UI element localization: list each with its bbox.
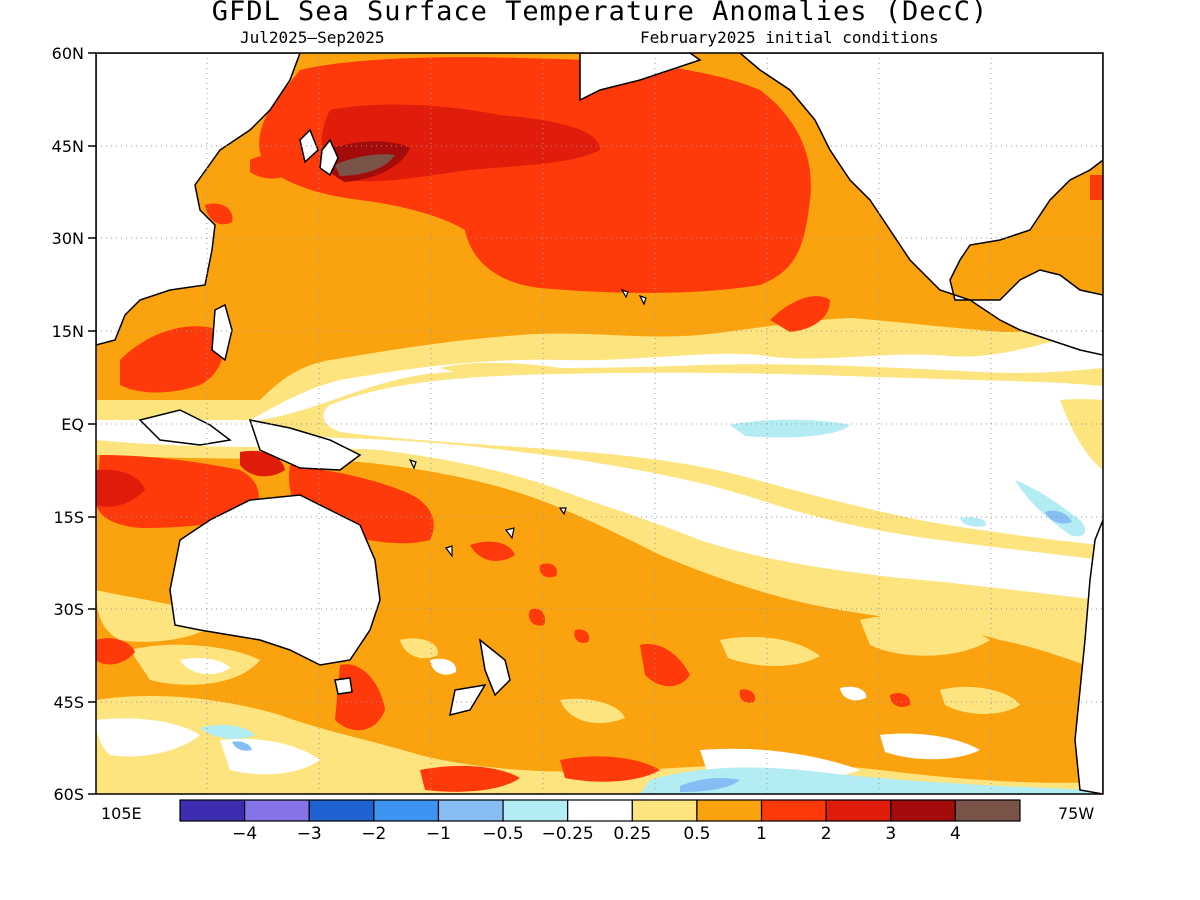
init-conditions-label: February2025 initial conditions [640, 28, 939, 47]
colorbar-label: 3 [885, 824, 897, 844]
colorbar-swatch-8 [696, 799, 763, 822]
colorbar-label: −4 [232, 824, 258, 844]
colorbar-swatch-2 [308, 799, 375, 822]
colorbar-label: −3 [296, 824, 322, 844]
colorbar-label: 2 [820, 824, 832, 844]
colorbar-swatch-6 [567, 799, 633, 822]
colorbar-label: −2 [361, 824, 387, 844]
lat-label-eq: EQ [61, 415, 84, 434]
colorbar-swatch-7 [631, 799, 698, 822]
lat-label-30s: 30S [53, 600, 84, 619]
equatorial-tongue [260, 362, 1103, 560]
colorbar-swatch-4 [437, 799, 504, 822]
colorbar-label: −0.25 [541, 824, 594, 844]
lat-label-30n: 30N [51, 229, 84, 248]
anomaly-3-layer [324, 141, 410, 182]
land [96, 53, 1103, 794]
lat-label-15n: 15N [51, 322, 84, 341]
colorbar-swatch-0 [179, 799, 246, 822]
anomaly-neg-layer [200, 419, 1103, 794]
colorbar-swatch-9 [760, 799, 827, 822]
colorbar-swatch-10 [825, 799, 892, 822]
lat-label-60s: 60S [53, 785, 84, 804]
lat-label-45s: 45S [53, 693, 84, 712]
lon-label-right: 75W [1058, 804, 1095, 823]
season-label: Jul2025–Sep2025 [240, 28, 385, 47]
chart-title: GFDL Sea Surface Temperature Anomalies (… [211, 0, 989, 27]
colorbar-label: −1 [425, 824, 451, 844]
colorbar-label: 4 [949, 824, 961, 844]
colorbar-label: 1 [756, 824, 767, 844]
grid [96, 53, 1103, 794]
lat-label-60n: 60N [51, 44, 84, 63]
colorbar-swatch-11 [890, 799, 956, 822]
lat-label-45n: 45N [51, 137, 84, 156]
colorbar-label: 0.5 [683, 824, 711, 844]
colorbar-label: −0.5 [482, 824, 524, 844]
colorbar-label: 0.25 [613, 824, 652, 844]
colorbar-swatch-5 [502, 799, 569, 822]
lon-label-left: 105E [101, 804, 142, 823]
lat-label-15s: 15S [53, 508, 84, 527]
colorbar-swatch-12 [954, 799, 1021, 822]
colorbar-swatch-3 [373, 799, 440, 822]
colorbar-swatch-1 [244, 799, 310, 822]
lat-ticks [88, 52, 96, 795]
islands [408, 288, 647, 558]
